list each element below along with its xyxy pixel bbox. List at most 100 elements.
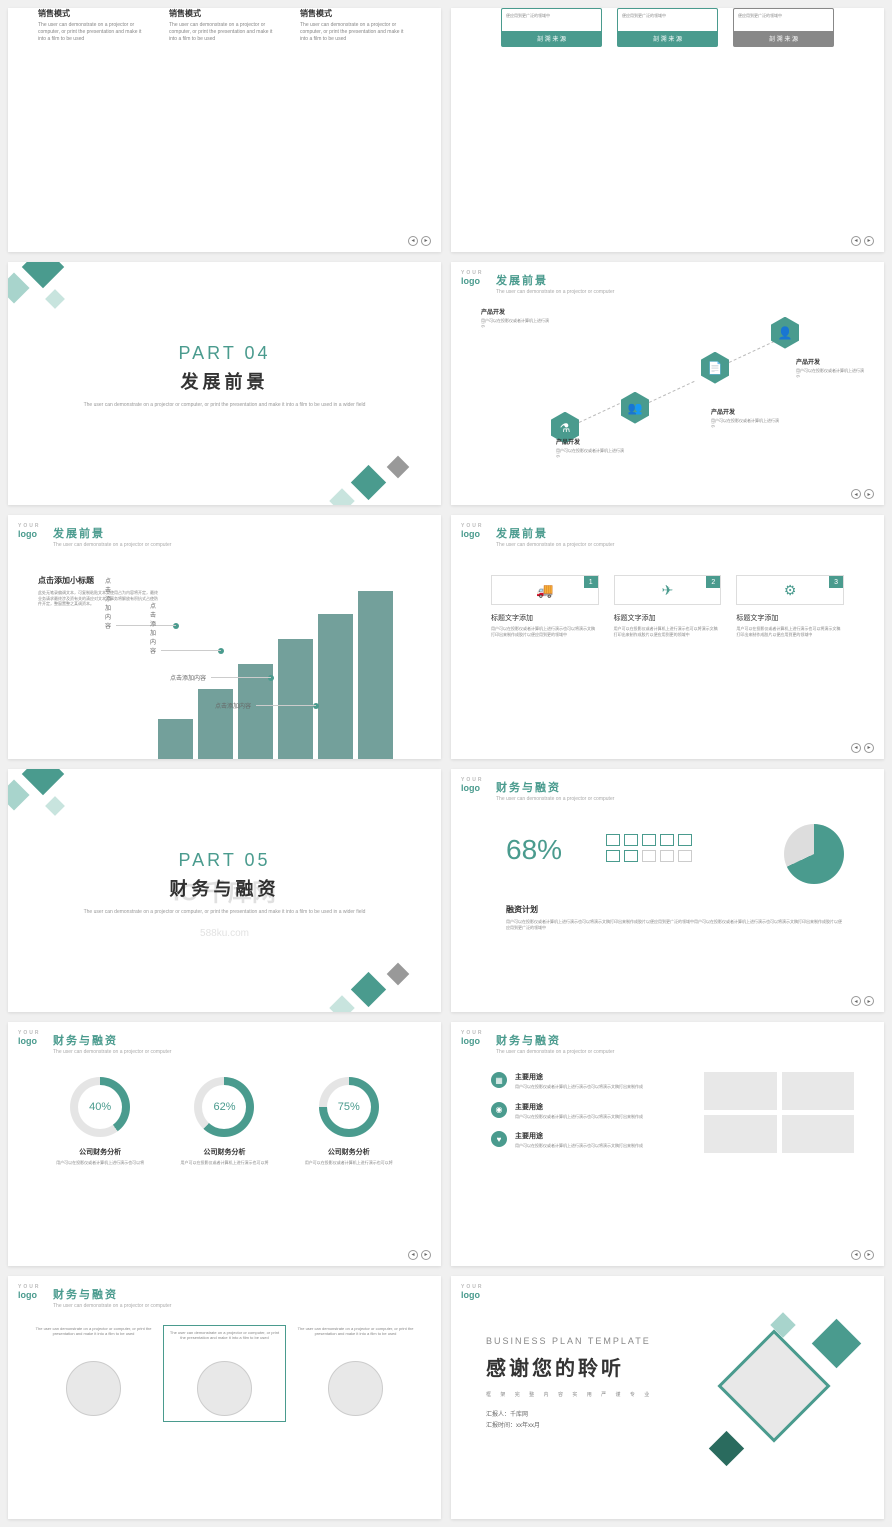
slide-thanks: YOURlogo BUSINESS PLAN TEMPLATE 感谢您的聆听 框… bbox=[451, 1276, 884, 1520]
nav-next-icon[interactable]: ▸ bbox=[864, 236, 874, 246]
plan-title: 融资计划 bbox=[506, 904, 844, 915]
nav-prev-icon[interactable]: ◂ bbox=[851, 743, 861, 753]
feature-card: ✈2标题文字添加用户可以在投影仪或者计算机上进行演示也可以将演示文稿打印出来制作… bbox=[614, 575, 722, 637]
feature-card: ⚙3标题文字添加用户可以在投影仪或者计算机上进行演示也可以将演示文稿打印出来制作… bbox=[736, 575, 844, 637]
sales-col-2: 销售模式The user can demonstrate on a projec… bbox=[169, 8, 280, 43]
photo-column: The user can demonstrate on a projector … bbox=[33, 1326, 154, 1421]
donut-title: 公司财务分析 bbox=[305, 1147, 393, 1157]
hexagon-node: 📄 bbox=[701, 352, 729, 384]
part-number: PART 04 bbox=[51, 343, 397, 364]
sales-col-1: 销售模式The user can demonstrate on a projec… bbox=[38, 8, 149, 43]
logo: YOURlogo bbox=[461, 1030, 483, 1046]
slide-title: 财务与融资 bbox=[53, 1286, 171, 1302]
box-footer: 剖 溯 来 源 bbox=[734, 31, 833, 46]
hexagon-node: 👤 bbox=[771, 317, 799, 349]
item-title: 主要用途 bbox=[515, 1102, 643, 1112]
leader-line bbox=[256, 705, 316, 706]
donut-chart: 62% bbox=[194, 1077, 254, 1137]
item-desc: 用户可以在投影仪或者计算机上进行演示也可以将演示文稿打出来制作成 bbox=[515, 1114, 643, 1120]
slide-finance-percent: YOURlogo 财务与融资The user can demonstrate o… bbox=[451, 769, 884, 1013]
chart-bar bbox=[158, 719, 193, 759]
card-desc: 用户可以在投影仪或者计算机上进行演示也可以将演示文稿打印出来制作成胶片以便应用到… bbox=[736, 626, 844, 637]
logo: YOURlogo bbox=[18, 1030, 40, 1046]
box-body: 便应用到更广泛的领域中 bbox=[618, 9, 717, 31]
nav-next-icon[interactable]: ▸ bbox=[421, 1250, 431, 1260]
hex-label: 产品开发用户可以在投影仪或者计算机上进行演示 bbox=[481, 307, 551, 328]
monitor-icon bbox=[606, 834, 620, 846]
slide-icon-list: YOURlogo 财务与融资The user can demonstrate o… bbox=[451, 1022, 884, 1266]
slide-donut-charts: YOURlogo 财务与融资The user can demonstrate o… bbox=[8, 1022, 441, 1266]
monitor-icon bbox=[678, 834, 692, 846]
deco-diamond bbox=[22, 769, 64, 795]
monitor-icon bbox=[606, 850, 620, 862]
nav-prev-icon[interactable]: ◂ bbox=[851, 1250, 861, 1260]
slide-title: 财务与融资 bbox=[53, 1032, 171, 1048]
item-icon: ▦ bbox=[491, 1072, 507, 1088]
item-icon: ♥ bbox=[491, 1131, 507, 1147]
monitor-icon bbox=[642, 834, 656, 846]
circle-photo bbox=[328, 1361, 383, 1416]
sales-col-3: 销售模式The user can demonstrate on a projec… bbox=[300, 8, 411, 43]
chart-point bbox=[268, 675, 274, 681]
hexagon-node: 👥 bbox=[621, 392, 649, 424]
photo-column: The user can demonstrate on a projector … bbox=[164, 1326, 285, 1421]
nav-prev-icon[interactable]: ◂ bbox=[851, 236, 861, 246]
slide-nav: ◂▸ bbox=[851, 996, 874, 1006]
nav-next-icon[interactable]: ▸ bbox=[864, 489, 874, 499]
nav-next-icon[interactable]: ▸ bbox=[864, 743, 874, 753]
slide-nav: ◂▸ bbox=[408, 1250, 431, 1260]
leader-line bbox=[161, 650, 221, 651]
slide-nav: ◂▸ bbox=[851, 489, 874, 499]
chart-point bbox=[313, 703, 319, 709]
slide-part04-title: PART 04 发展前景 The user can demonstrate on… bbox=[8, 262, 441, 506]
nav-next-icon[interactable]: ▸ bbox=[864, 996, 874, 1006]
monitor-icon bbox=[660, 834, 674, 846]
deco-diamond bbox=[387, 456, 410, 479]
deco-diamond bbox=[351, 972, 386, 1007]
monitor-icon bbox=[660, 850, 674, 862]
list-item: ◉主要用途用户可以在投影仪或者计算机上进行演示也可以将演示文稿打出来制作成 bbox=[491, 1102, 671, 1120]
donut-desc: 用户可以在投影仪或者计算机上进行演示也可以将 bbox=[305, 1160, 393, 1166]
connector-line bbox=[729, 340, 775, 362]
donut-desc: 用户可以在投影仪或者计算机上进行演示也可以将 bbox=[180, 1160, 268, 1166]
deco-diamond bbox=[45, 796, 65, 816]
plan-desc: 用户可以在投影仪或者计算机上进行演示也可以将演示文稿打印出来制作成胶片以便应用到… bbox=[506, 919, 844, 931]
card-title: 标题文字添加 bbox=[614, 613, 722, 623]
slide-circle-photos: YOURlogo 财务与融资The user can demonstrate o… bbox=[8, 1276, 441, 1520]
logo: YOURlogo bbox=[18, 1284, 40, 1300]
card-icon: ✈2 bbox=[614, 575, 722, 605]
photo-placeholder bbox=[704, 1115, 777, 1153]
pie-chart bbox=[784, 824, 844, 884]
thanks-subtitle-en: BUSINESS PLAN TEMPLATE bbox=[486, 1336, 653, 1346]
nav-next-icon[interactable]: ▸ bbox=[421, 236, 431, 246]
nav-prev-icon[interactable]: ◂ bbox=[851, 489, 861, 499]
nav-next-icon[interactable]: ▸ bbox=[864, 1250, 874, 1260]
donut-title: 公司财务分析 bbox=[180, 1147, 268, 1157]
deco-diamonds bbox=[704, 1316, 864, 1476]
big-percent: 68% bbox=[506, 834, 562, 866]
connector-line bbox=[579, 400, 625, 422]
slide-nav: ◂▸ bbox=[408, 236, 431, 246]
col-desc: The user can demonstrate on a projector … bbox=[33, 1326, 154, 1356]
deco-diamond bbox=[329, 488, 354, 505]
nav-prev-icon[interactable]: ◂ bbox=[408, 1250, 418, 1260]
monitor-icon bbox=[678, 850, 692, 862]
box-footer: 剖 溯 来 源 bbox=[502, 31, 601, 46]
monitor-icon bbox=[624, 850, 638, 862]
nav-prev-icon[interactable]: ◂ bbox=[851, 996, 861, 1006]
slide-subtitle: The user can demonstrate on a projector … bbox=[496, 1049, 614, 1055]
slide-subtitle: The user can demonstrate on a projector … bbox=[53, 1303, 171, 1309]
chart-bar bbox=[358, 591, 393, 759]
deco-diamond bbox=[351, 465, 386, 500]
item-title: 主要用途 bbox=[515, 1131, 643, 1141]
deco-diamond bbox=[8, 779, 30, 810]
slide-title: 财务与融资 bbox=[496, 779, 614, 795]
item-desc: 用户可以在投影仪或者计算机上进行演示也可以将演示文稿打出来制作成 bbox=[515, 1143, 643, 1149]
slide-growth-chart: YOURlogo 发展前景The user can demonstrate on… bbox=[8, 515, 441, 759]
nav-prev-icon[interactable]: ◂ bbox=[408, 236, 418, 246]
donut-title: 公司财务分析 bbox=[56, 1147, 144, 1157]
presenter-info: 汇报人：千库网 汇报时间：xx年xx月 bbox=[486, 1410, 653, 1432]
photo-placeholder bbox=[782, 1072, 855, 1110]
card-number: 2 bbox=[706, 576, 720, 588]
hex-label: 产品开发用户可以在投影仪或者计算机上进行演示 bbox=[796, 357, 866, 378]
